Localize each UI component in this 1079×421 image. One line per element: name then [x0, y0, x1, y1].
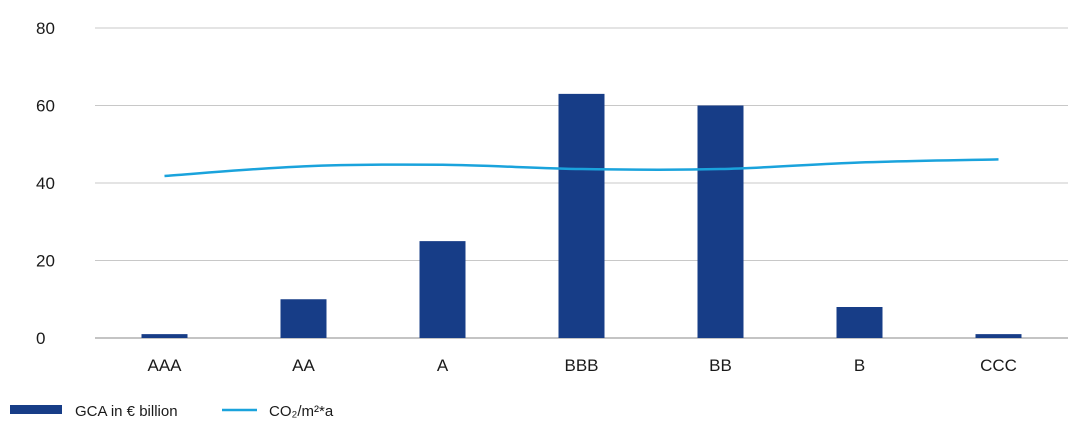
bar	[558, 93, 605, 338]
bar	[836, 307, 883, 338]
legend-bar-label: GCA in € billion	[75, 403, 178, 420]
x-tick-label: CCC	[980, 356, 1017, 375]
y-axis-ticks: 0 20 40 60 80	[36, 19, 55, 348]
series-line	[164, 158, 999, 178]
x-axis-ticks: AAA AA A BBB BB B CCC	[147, 356, 1016, 375]
legend: GCA in € billion CO₂/m²*a	[10, 403, 334, 420]
y-tick-label: 0	[36, 329, 45, 348]
bar	[280, 299, 327, 338]
bar	[697, 105, 744, 338]
bar	[419, 241, 466, 338]
legend-bar-swatch	[10, 405, 62, 414]
y-tick-label: 80	[36, 19, 55, 38]
x-tick-label: AA	[292, 356, 315, 375]
bar	[141, 334, 188, 338]
legend-line-label: CO₂/m²*a	[269, 403, 334, 420]
y-tick-label: 20	[36, 252, 55, 271]
x-tick-label: BB	[709, 356, 732, 375]
y-tick-label: 60	[36, 97, 55, 116]
x-tick-label: AAA	[147, 356, 182, 375]
x-tick-label: A	[437, 356, 449, 375]
y-tick-label: 40	[36, 174, 55, 193]
bar	[975, 334, 1022, 338]
x-tick-label: BBB	[564, 356, 598, 375]
bar-series	[141, 93, 1022, 338]
x-tick-label: B	[854, 356, 865, 375]
line-series	[164, 158, 999, 178]
